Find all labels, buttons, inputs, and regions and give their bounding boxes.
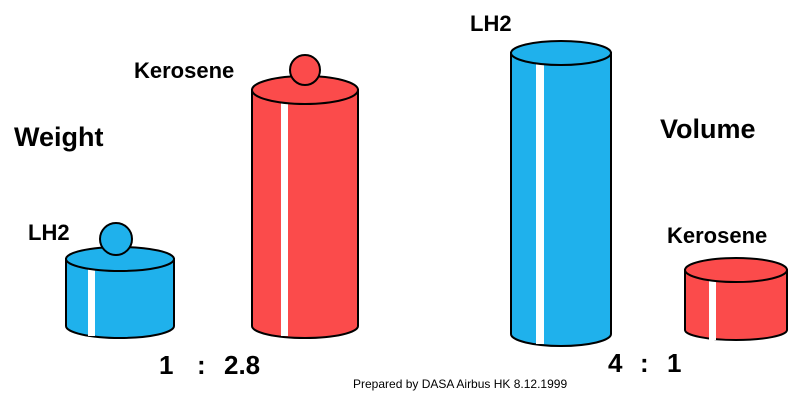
- weight-ratio-right: 2.8: [224, 350, 260, 380]
- weight-ratio-separator: :: [197, 350, 206, 380]
- lh2-weight-label: LH2: [28, 220, 70, 245]
- lh2-weight-cylinder: [65, 246, 175, 339]
- lh2-volume-cylinder: [510, 40, 612, 347]
- lh2-weight-highlight: [88, 266, 95, 336]
- kerosene-weight-cylinder: [251, 75, 359, 339]
- kerosene-volume-highlight: [709, 278, 716, 340]
- weight-ratio-left: 1: [159, 350, 173, 380]
- weight-heading: Weight: [14, 122, 104, 152]
- kerosene-volume-label: Kerosene: [667, 223, 767, 248]
- volume-ratio-separator: :: [640, 348, 649, 378]
- lh2-volume-highlight: [536, 62, 544, 344]
- lh2-weight-ball: [99, 222, 133, 256]
- kerosene-weight-highlight: [281, 98, 288, 336]
- volume-ratio-left: 4: [608, 348, 623, 378]
- lh2-volume-label: LH2: [470, 11, 512, 36]
- kerosene-weight-ball: [289, 54, 321, 86]
- credit-text: Prepared by DASA Airbus HK 8.12.1999: [353, 377, 567, 391]
- kerosene-volume-cylinder: [684, 257, 788, 341]
- kerosene-weight-label: Kerosene: [134, 58, 234, 83]
- volume-heading: Volume: [660, 114, 756, 144]
- volume-ratio-right: 1: [667, 348, 681, 378]
